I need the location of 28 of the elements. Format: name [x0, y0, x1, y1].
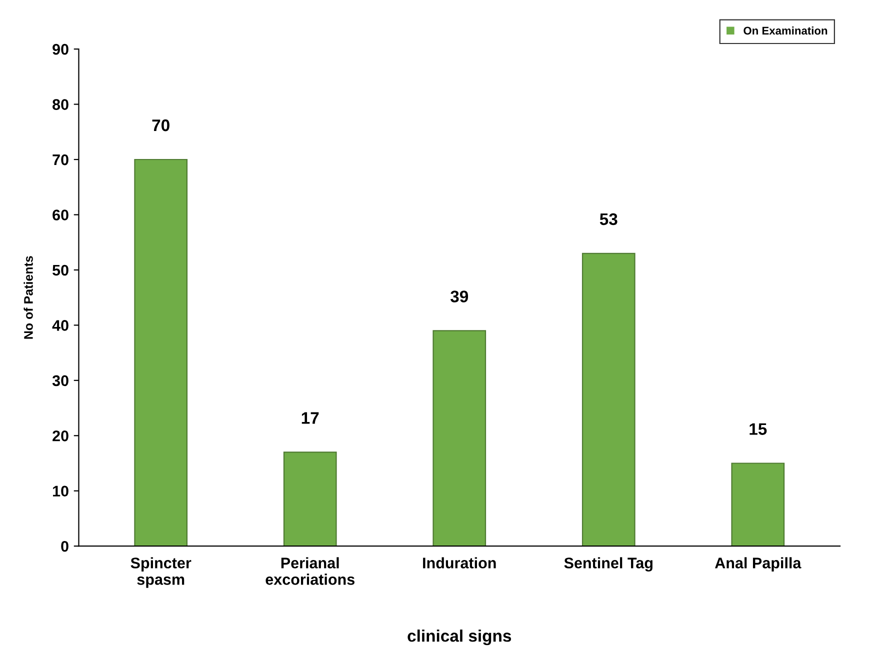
- data-label: 53: [600, 213, 618, 226]
- x-tick-label: Spincter spasm: [130, 557, 192, 588]
- y-tick-label: 80: [52, 99, 68, 110]
- y-tick-label: 50: [52, 264, 68, 276]
- data-label: 17: [302, 412, 319, 424]
- x-axis-title: clinical signs: [408, 630, 512, 646]
- y-tick-label: 20: [52, 430, 68, 442]
- y-tick-label: 40: [52, 320, 68, 331]
- data-label: 15: [750, 423, 767, 435]
- y-tick-label: 70: [52, 154, 68, 166]
- y-axis-title: No of Patients: [24, 256, 33, 339]
- x-tick-label: Anal Papilla: [714, 557, 802, 572]
- y-tick-label: 10: [53, 486, 68, 497]
- x-tick-label: Sentinel Tag: [564, 557, 652, 572]
- bar: [283, 452, 337, 546]
- y-tick-label: 30: [52, 375, 68, 386]
- data-label: 70: [152, 119, 170, 132]
- legend-label: On Examination: [744, 26, 828, 35]
- data-label: 39: [450, 290, 468, 302]
- y-tick-label: 60: [52, 210, 68, 220]
- x-tick-label: Induration: [423, 557, 496, 568]
- bar: [432, 330, 486, 546]
- y-tick-label: 0: [61, 540, 68, 552]
- x-tick-label: Perianal excoriations: [266, 557, 354, 585]
- y-tick-label: 90: [52, 44, 68, 55]
- bar: [134, 158, 188, 546]
- bar: [731, 462, 785, 546]
- bar: [582, 252, 636, 546]
